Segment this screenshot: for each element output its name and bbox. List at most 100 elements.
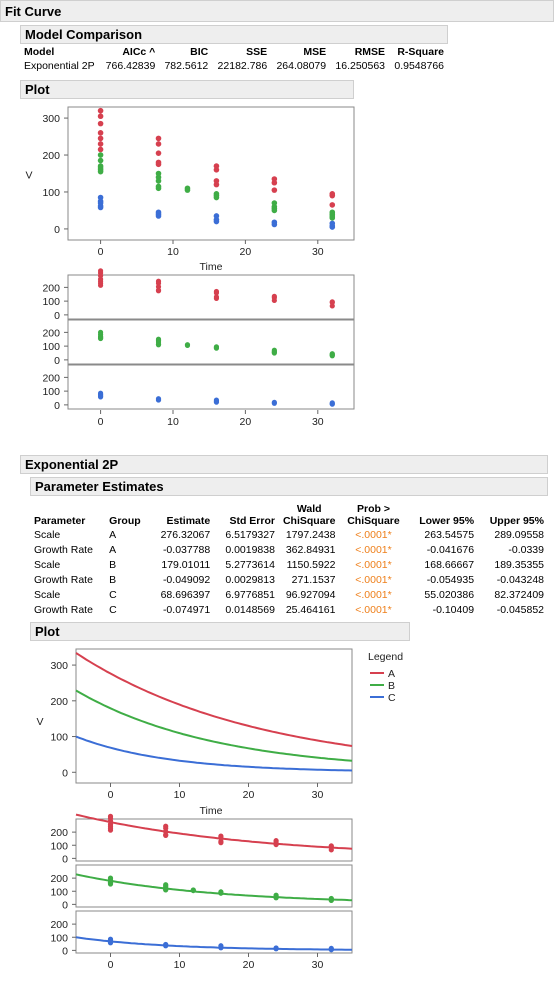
lower-95-cell: 168.66667 [424,558,475,571]
panel-point-b [329,353,335,359]
estimate-cell: -0.049092 [162,573,211,586]
fit-curve-header[interactable]: Fit Curve [0,0,554,22]
panel-point-a [218,834,224,840]
y-tick-label: 200 [42,150,60,162]
x-tick-label: 0 [108,959,114,971]
col-aicc[interactable]: AICc ^ [122,46,156,58]
panel-point-c [329,401,335,407]
data-point-a [97,135,104,142]
col-std-error[interactable]: Std Error [229,515,275,527]
scatter-plot[interactable]: 300 200 100 0 0 10 20 30 V Time [0,100,554,280]
col-bic[interactable]: BIC [190,46,209,58]
parameter-estimates-header[interactable]: Parameter Estimates [30,477,548,496]
data-point-b [329,215,336,221]
fit-curve-plot[interactable]: 300 200 100 0 0 10 20 30 V Time Legend ABC [0,643,554,823]
col-group[interactable]: Group [109,515,141,527]
panel-point-c [107,940,114,946]
panel-point-c [218,945,224,951]
data-point-b [271,207,278,214]
wald-chisquare-cell: 362.84931 [285,543,336,556]
data-point-a [329,202,336,208]
lower-95-cell: 55.020386 [424,588,475,601]
col-wald-chisquare[interactable]: Wald ChiSquare [282,503,336,527]
y-tick-label: 0 [62,853,68,865]
y-tick-label: 100 [42,296,60,308]
upper-95-cell: 82.372409 [494,588,544,601]
fit-plot-header[interactable]: Plot [30,622,410,641]
table-row[interactable]: Growth Rate B -0.049092 0.0029813 271.1537 <.… [30,572,548,587]
table-row[interactable]: Scale A 276.32067 6.5179327 1797.2438 <.0001*… [30,527,548,542]
table-row[interactable]: Scale B 179.01011 5.2773614 1150.5922 <.0001*… [30,557,548,572]
param-name-cell: Scale [34,528,61,541]
panel-point-b [97,335,104,342]
y-tick-label: 200 [42,282,60,294]
y-axis-label: V [25,170,32,182]
data-point-c [155,213,162,219]
x-tick-label: 20 [240,416,252,428]
col-prob-chisquare[interactable]: Prob > ChiSquare [347,503,400,527]
col-mse[interactable]: MSE [303,46,327,58]
col-lower-95[interactable]: Lower 95% [419,515,475,527]
panel-point-b [273,895,279,901]
panel-point-a [163,832,169,839]
panel-point-b [155,342,162,348]
panel-point-c [97,394,104,400]
col-model[interactable]: Model [24,46,55,58]
table-row[interactable]: Scale C 68.696397 6.9776851 96.927094 <.0001*… [30,587,548,602]
table-row[interactable]: Exponential 2P 766.42839 782.5612 22182.… [24,59,444,72]
table-row[interactable]: Growth Rate C -0.074971 0.0148569 25.464161 <… [30,602,548,617]
x-axis-label: Time [200,261,223,273]
scatter-group-panels[interactable]: 200 100 0 200 100 0 200 100 0 0 10 20 30 [0,268,554,432]
prob-chisquare-cell: <.0001* [355,603,392,616]
upper-95-cell: -0.043248 [496,573,544,586]
model-comparison-header[interactable]: Model Comparison [20,25,448,44]
panel-point-b [271,350,277,356]
col-rsquare[interactable]: R-Square [397,46,444,58]
upper-95-cell: 189.35355 [494,558,544,571]
col-sse[interactable]: SSE [246,46,268,58]
y-tick-label: 100 [42,187,60,199]
fit-curve-c [75,735,353,772]
wald-chisquare-cell: 1150.5922 [286,558,336,571]
table-row[interactable]: Growth Rate A -0.037788 0.0019838 362.84931 <… [30,542,548,557]
panel-frame-a [67,274,355,320]
prob-chisquare-cell: <.0001* [355,558,392,571]
col-rmse[interactable]: RMSE [354,46,386,58]
prob-chisquare-cell: <.0001* [355,573,392,586]
data-point-a [155,135,162,142]
x-tick-label: 30 [312,246,324,258]
std-error-cell: 5.2773614 [225,558,275,571]
col-upper-95[interactable]: Upper 95% [489,515,544,527]
y-tick-label: 100 [50,732,68,744]
model-comparison-title: Model Comparison [25,27,143,42]
y-tick-label: 0 [54,400,60,412]
plot-header[interactable]: Plot [20,80,354,99]
x-axis-label: Time [200,805,223,817]
fit-curve-b [75,689,353,762]
panel-point-c [271,400,277,406]
group-cell: A [109,528,117,541]
panel-fit-curve-c [75,936,352,951]
panel-point-c [328,947,334,953]
legend-item-a: A [388,668,395,680]
y-tick-label: 0 [54,355,60,367]
estimate-cell: -0.037788 [162,543,211,556]
model-comparison-table: Model AICc ^ BIC SSE MSE RMSE R-Square E… [20,46,448,73]
y-tick-label: 200 [42,372,60,384]
exponential-2p-header[interactable]: Exponential 2P [20,455,548,474]
panel-fit-curve-b [75,873,353,902]
col-parameter[interactable]: Parameter [34,515,86,527]
panel-point-a [213,295,220,301]
estimate-cell: -0.074971 [162,603,211,616]
param-name-cell: Scale [34,558,61,571]
data-point-a [97,107,104,114]
panel-frame-a [75,818,353,862]
y-tick-label: 100 [50,932,68,944]
estimate-cell: 179.01011 [161,558,211,571]
panel-frame-c [67,364,355,410]
prob-chisquare-cell: <.0001* [355,588,392,601]
y-axis-label: V [36,716,43,728]
lower-95-cell: -0.10409 [432,603,475,616]
col-estimate[interactable]: Estimate [166,515,211,527]
